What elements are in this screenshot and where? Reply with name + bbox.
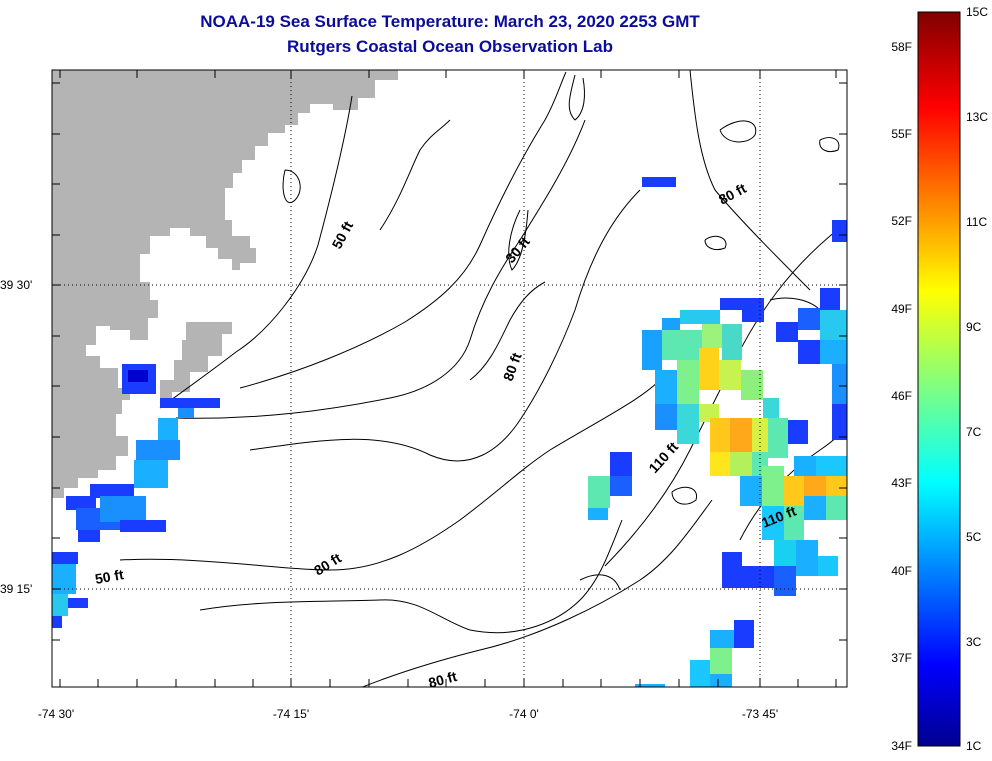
svg-text:9C: 9C	[966, 320, 982, 334]
svg-text:7C: 7C	[966, 425, 982, 439]
plot-frame	[51, 69, 848, 688]
contour-label: 50 ft	[94, 566, 125, 587]
map-title: NOAA-19 Sea Surface Temperature: March 2…	[200, 12, 700, 31]
svg-text:13C: 13C	[966, 110, 988, 124]
svg-text:3C: 3C	[966, 635, 982, 649]
land-patch	[160, 322, 232, 398]
svg-text:11C: 11C	[966, 215, 987, 229]
svg-text:37F: 37F	[891, 651, 912, 665]
depth-contours	[119, 70, 847, 687]
sst-pixels	[52, 177, 847, 687]
lat-label: 39 15'	[0, 582, 32, 596]
map-subtitle: Rutgers Coastal Ocean Observation Lab	[287, 37, 613, 56]
svg-text:52F: 52F	[891, 214, 912, 228]
lon-label: -74 15'	[273, 707, 309, 721]
svg-text:58F: 58F	[891, 40, 912, 54]
svg-text:40F: 40F	[891, 564, 912, 578]
lon-label: -74 30'	[38, 707, 74, 721]
graticule	[52, 70, 847, 687]
colorbar	[917, 11, 961, 747]
svg-text:49F: 49F	[891, 302, 912, 316]
lon-label: -74 0'	[509, 707, 539, 721]
svg-text:46F: 46F	[891, 389, 912, 403]
land-patch-north	[333, 70, 398, 110]
svg-text:5C: 5C	[966, 530, 982, 544]
svg-text:34F: 34F	[891, 739, 912, 753]
lon-label: -73 45'	[742, 707, 778, 721]
colorbar-f-labels: 58F 55F 52F 49F 46F 43F 40F 37F 34F	[891, 40, 912, 753]
svg-text:15C: 15C	[966, 5, 988, 19]
svg-text:55F: 55F	[891, 127, 912, 141]
svg-text:43F: 43F	[891, 476, 912, 490]
contour-label: 80 ft	[427, 668, 459, 691]
lat-label: 39 30'	[0, 278, 32, 292]
axis-ticks	[52, 70, 847, 687]
svg-text:1C: 1C	[966, 739, 982, 753]
colorbar-c-labels: 15C 13C 11C 9C 7C 5C 3C 1C	[966, 5, 988, 753]
